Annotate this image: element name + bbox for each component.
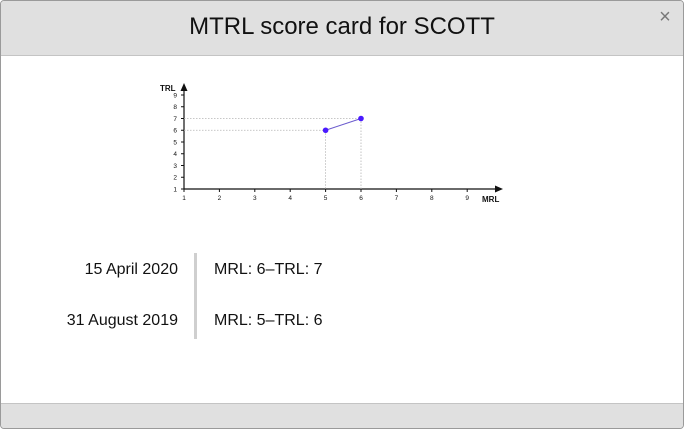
y-tick-label: 2 (173, 175, 177, 182)
y-tick-label: 7 (173, 116, 177, 123)
history-divider (194, 253, 197, 339)
history-row: 31 August 2019 MRL: 5–TRL: 6 (1, 312, 683, 336)
close-icon[interactable]: × (659, 6, 671, 28)
history-score: MRL: 6–TRL: 7 (214, 261, 323, 278)
x-tick-label: 5 (324, 195, 328, 202)
dialog-title: MTRL score card for SCOTT (189, 13, 495, 40)
x-tick-label: 4 (288, 195, 292, 202)
mrl-trl-chart: MRL TRL 1 2 3 4 5 6 7 8 9 1 2 3 4 5 6 7 8 9 (151, 75, 521, 215)
score-history: 15 April 2020 MRL: 6–TRL: 7 31 August 20… (1, 251, 683, 341)
x-tick-label: 6 (359, 195, 363, 202)
history-score: MRL: 5–TRL: 6 (214, 312, 323, 329)
x-axis-arrow (495, 185, 503, 193)
data-point (358, 115, 364, 122)
x-tick-label: 2 (218, 195, 222, 202)
y-tick-label: 6 (173, 128, 177, 135)
x-axis-label: MRL (482, 195, 499, 204)
y-tick-label: 1 (173, 186, 177, 193)
series-line (325, 118, 362, 131)
dialog-footer (1, 403, 683, 428)
y-tick-label: 8 (173, 104, 177, 111)
y-tick-label: 5 (173, 139, 177, 146)
history-date: 15 April 2020 (84, 261, 178, 278)
y-axis-label: TRL (160, 84, 176, 93)
x-tick-label: 7 (395, 195, 399, 202)
chart-svg: MRL TRL 1 2 3 4 5 6 7 8 9 1 2 3 4 5 6 7 8 9 (160, 83, 503, 204)
x-tick-label: 8 (430, 195, 434, 202)
history-row: 15 April 2020 MRL: 6–TRL: 7 (1, 261, 683, 285)
dialog-header: MTRL score card for SCOTT × (1, 1, 683, 56)
y-tick-label: 4 (173, 151, 177, 158)
history-date: 31 August 2019 (66, 312, 178, 329)
y-tick-label: 9 (173, 92, 177, 99)
x-tick-label: 3 (253, 195, 257, 202)
x-tick-label: 9 (465, 195, 469, 202)
y-tick-label: 3 (173, 163, 177, 170)
y-axis-arrow (180, 83, 188, 91)
data-point (322, 127, 329, 134)
x-tick-label: 1 (182, 195, 186, 202)
